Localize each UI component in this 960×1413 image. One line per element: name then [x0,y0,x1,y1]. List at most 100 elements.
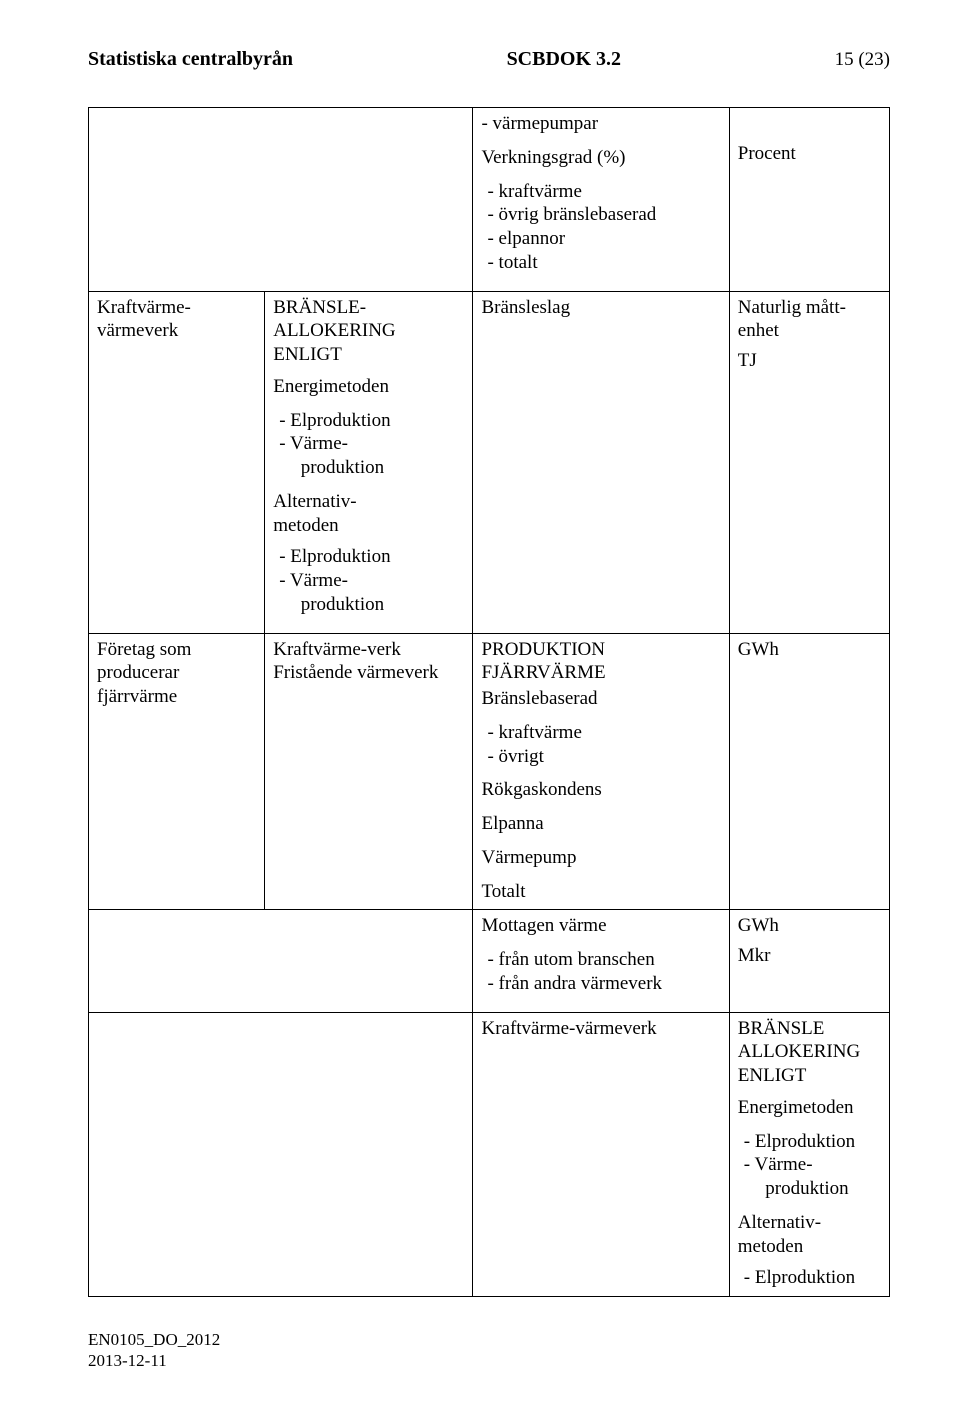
text: Mottagen värme [481,914,720,938]
cell-col3: PRODUKTION FJÄRRVÄRME Bränslebaserad - k… [473,633,729,910]
text: Alternativ- [738,1212,821,1233]
cell-col3: Kraftvärme-värmeverk [473,1012,729,1297]
text: metoden [738,1236,803,1257]
footer-code: EN0105_DO_2012 [88,1330,220,1350]
text: - Värme- [279,433,348,454]
cell-col4: GWh Mkr [729,910,889,1012]
list: - från utom branschen - från andra värme… [481,948,720,996]
cell-empty [89,910,265,1012]
text: Rökgaskondens [481,778,720,802]
page: Statistiska centralbyrån SCBDOK 3.2 15 (… [0,0,960,1413]
table-row: - värmepumpar Verkningsgrad (%) - kraftv… [89,108,890,292]
text: PRODUKTION [481,639,605,660]
list-item: - övrig bränslebaserad [481,203,720,227]
cell-empty [265,108,473,292]
text: PRODUKTION FJÄRRVÄRME [481,638,720,686]
list-item: - Elproduktion [738,1266,881,1290]
text: Alternativ- metoden [273,490,464,538]
text: Alternativ- metoden [738,1211,881,1259]
list-item: - Elproduktion [738,1130,881,1154]
header-page-number: 15 (23) [835,49,890,71]
cell-col1: Företag som producerar fjärrvärme [89,633,265,910]
table-row: Kraftvärme-värmeverk BRÄNSLE- ALLOKERING… [89,291,890,633]
list-item: - övrigt [481,745,720,769]
table-row: Mottagen värme - från utom branschen - f… [89,910,890,1012]
list: - kraftvärme - övrigt [481,721,720,769]
text: Bränslebaserad [481,687,720,711]
cell-col4: BRÄNSLE ALLOKERING ENLIGT Energimetoden … [729,1012,889,1297]
text: BRÄNSLE [738,1018,825,1039]
text: FJÄRRVÄRME [481,662,605,683]
list-item: - Värme- produktion [738,1153,881,1201]
list-item: - från utom branschen [481,948,720,972]
text: Kraftvärme-värmeverk [97,296,256,344]
text: BRÄNSLE- ALLOKERING ENLIGT [273,296,464,367]
cell-col2: Kraftvärme-verk Fristående värmeverk [265,633,473,910]
text: metoden [273,515,338,536]
list-item: - kraftvärme [481,180,720,204]
list-item: - Värme- produktion [273,432,464,480]
text: BRÄNSLE ALLOKERING ENLIGT [738,1017,881,1088]
text: BRÄNSLE- [273,297,366,318]
text: Värmepump [481,846,720,870]
list-item: - elpannor [481,227,720,251]
list-item: - från andra värmeverk [481,972,720,996]
text: Bränsleslag [481,296,720,320]
header-center: SCBDOK 3.2 [507,48,621,71]
text: ALLOKERING [273,320,395,341]
cell-col1: Kraftvärme-värmeverk [89,291,265,633]
text: produktion [301,594,384,615]
text: - Värme- [279,570,348,591]
text: Totalt [481,880,720,904]
text: Procent [738,142,881,166]
cell-col2: BRÄNSLE- ALLOKERING ENLIGT Energimetoden… [265,291,473,633]
text: - Värme- [744,1154,813,1175]
text: Kraftvärme-verk [273,638,464,662]
list-item: - totalt [481,251,720,275]
list-item: - Elproduktion [273,545,464,569]
list-item: - Värme- produktion [273,569,464,617]
cell-col4: Naturlig mått-enhet TJ [729,291,889,633]
text: produktion [765,1178,848,1199]
text: Fristående värmeverk [273,661,464,685]
cell-col3: Bränsleslag [473,291,729,633]
page-header: Statistiska centralbyrån SCBDOK 3.2 15 (… [88,48,890,71]
cell-empty [265,910,473,1012]
text: Kraftvärme-värmeverk [481,1017,720,1041]
text: Energimetoden [738,1096,881,1120]
list: - Elproduktion - Värme- produktion [273,545,464,616]
cell-col4: GWh [729,633,889,910]
text: ALLOKERING [738,1041,860,1062]
text: Företag som producerar fjärrvärme [97,638,256,709]
text: Verkningsgrad (%) [481,146,720,170]
text: Alternativ- [273,491,356,512]
list-item: - kraftvärme [481,721,720,745]
list-item: - Elproduktion [273,409,464,433]
text: ENLIGT [273,344,342,365]
text: ENLIGT [738,1065,807,1086]
text: Mkr [738,944,881,968]
text: TJ [738,349,881,373]
list: - kraftvärme - övrig bränslebaserad - el… [481,180,720,275]
data-table: - värmepumpar Verkningsgrad (%) - kraftv… [88,107,890,1297]
list: - Elproduktion - Värme- produktion [273,409,464,480]
spacer [738,112,881,142]
table-row: Företag som producerar fjärrvärme Kraftv… [89,633,890,910]
table-row: Kraftvärme-värmeverk BRÄNSLE ALLOKERING … [89,1012,890,1297]
cell-col4: Procent [729,108,889,292]
text: Naturlig mått-enhet [738,296,881,344]
cell-empty [89,108,265,292]
text: GWh [738,638,881,662]
text: Energimetoden [273,375,464,399]
cell-col3: - värmepumpar Verkningsgrad (%) - kraftv… [473,108,729,292]
cell-empty [89,1012,265,1297]
header-left: Statistiska centralbyrån [88,48,293,71]
cell-empty [265,1012,473,1297]
text: produktion [301,457,384,478]
text: - värmepumpar [481,112,720,136]
page-footer: EN0105_DO_2012 2013-12-11 [88,1330,220,1371]
cell-col3: Mottagen värme - från utom branschen - f… [473,910,729,1012]
text: Elpanna [481,812,720,836]
list: - Elproduktion [738,1266,881,1290]
footer-date: 2013-12-11 [88,1351,220,1371]
